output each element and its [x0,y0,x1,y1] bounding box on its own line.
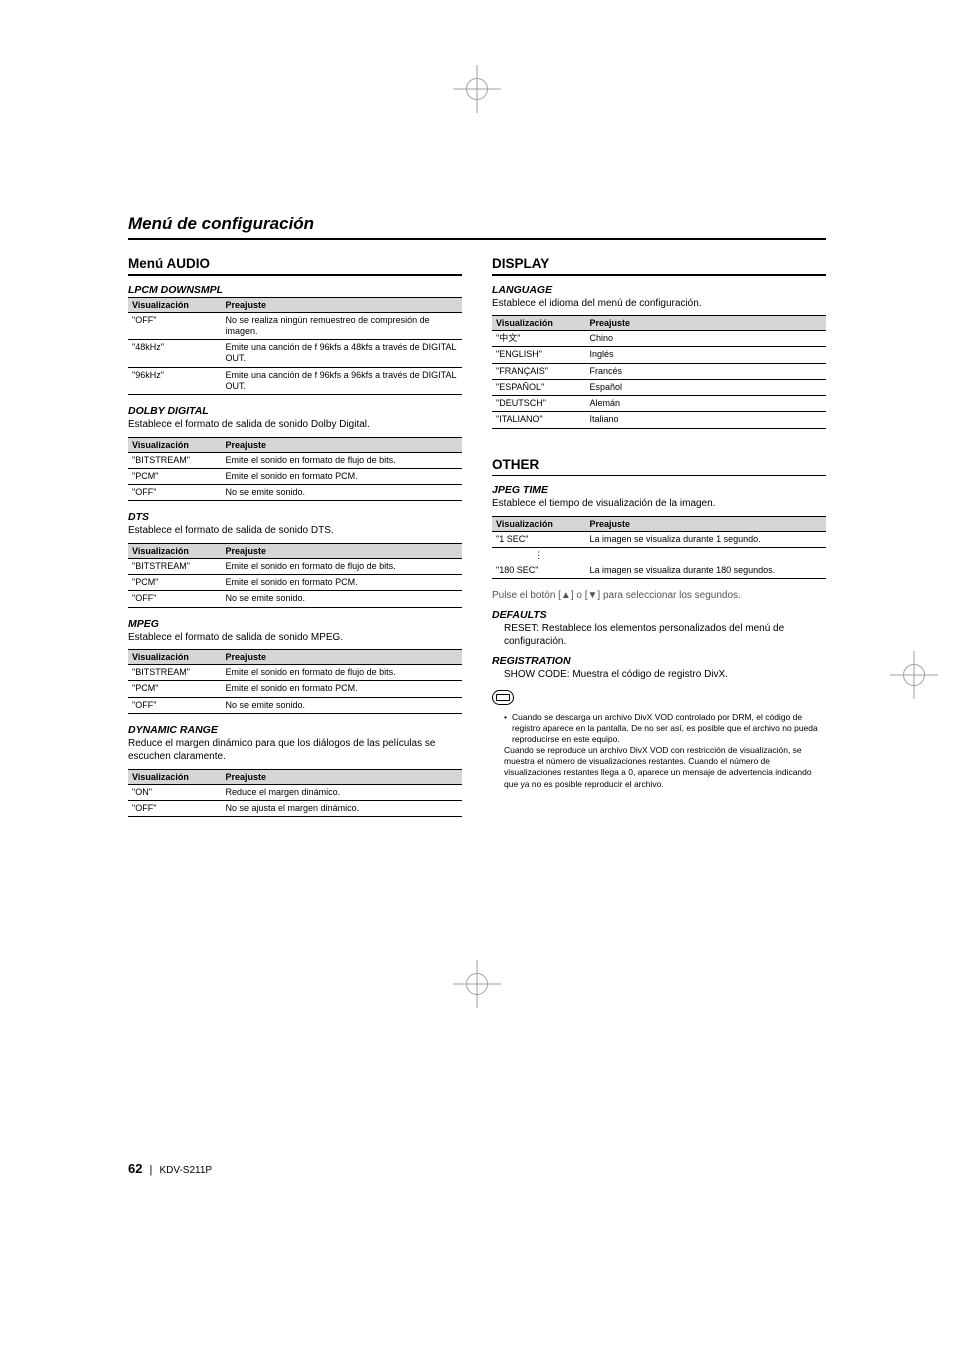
heading-language: LANGUAGE [492,284,826,296]
table-row: "中文"Chino [492,331,826,347]
desc-dts: Establece el formato de salida de sonido… [128,524,462,538]
desc-dolby: Establece el formato de salida de sonido… [128,418,462,432]
registration-mark-middle [453,960,501,1008]
fineprint-2: Cuando se reproduce un archivo DivX VOD … [504,745,826,789]
heading-display: DISPLAY [492,256,826,271]
page-footer: 62 | KDV-S211P [128,1161,212,1176]
table-row: "ENGLISH"Inglés [492,347,826,363]
table-row: "ITALIANO"Italiano [492,412,826,428]
table-row: "DEUTSCH"Alemán [492,396,826,412]
heading-dolby: DOLBY DIGITAL [128,405,462,417]
heading-mpeg: MPEG [128,618,462,630]
desc-defaults: RESET: Restablece los elementos personal… [504,622,826,649]
table-row: "ON"Reduce el margen dinámico. [128,784,462,800]
table-row: "OFF"No se emite sonido. [128,697,462,713]
heading-rule [492,274,826,276]
table-row: "96kHz"Emite una canción de f 96kfs a 96… [128,367,462,395]
note-icon [492,690,514,705]
table-row: "BITSTREAM"Emite el sonido en formato de… [128,665,462,681]
table-row: "PCM"Emite el sonido en formato PCM. [128,575,462,591]
heading-lpcm: LPCM DOWNSMPL [128,284,462,296]
table-dts: VisualizaciónPreajuste "BITSTREAM"Emite … [128,543,462,608]
table-row: "PCM"Emite el sonido en formato PCM. [128,468,462,484]
table-row: "ESPAÑOL"Español [492,379,826,395]
table-dynamic: VisualizaciónPreajuste "ON"Reduce el mar… [128,769,462,818]
table-row: "BITSTREAM"Emite el sonido en formato de… [128,558,462,574]
page-title: Menú de configuración [128,214,826,234]
model-name: KDV-S211P [159,1165,212,1176]
registration-mark-top [453,65,501,113]
heading-dynamic: DYNAMIC RANGE [128,724,462,736]
table-row: "BITSTREAM"Emite el sonido en formato de… [128,452,462,468]
table-row: "1 SEC"La imagen se visualiza durante 1 … [492,531,826,547]
heading-rule [492,475,826,477]
title-rule [128,238,826,240]
table-row: "OFF"No se emite sonido. [128,485,462,501]
table-dolby: VisualizaciónPreajuste "BITSTREAM"Emite … [128,437,462,502]
heading-menu-audio: Menú AUDIO [128,256,462,271]
table-row: "PCM"Emite el sonido en formato PCM. [128,681,462,697]
th-preajuste: Preajuste [222,297,462,312]
table-row: "FRANÇAIS"Francés [492,363,826,379]
table-lpcm: VisualizaciónPreajuste "OFF"No se realiz… [128,297,462,396]
desc-jpeg: Establece el tiempo de visualización de … [492,497,826,511]
page-number: 62 [128,1161,142,1176]
heading-rule [128,274,462,276]
fineprint-block: Cuando se descarga un archivo DivX VOD c… [504,712,826,789]
note-jpeg: Pulse el botón [▲] o [▼] para selecciona… [492,589,826,603]
desc-registration: SHOW CODE: Muestra el código de registro… [504,668,826,682]
fineprint-1: Cuando se descarga un archivo DivX VOD c… [504,712,826,745]
table-row: "OFF"No se realiza ningún remuestreo de … [128,312,462,340]
table-row: "OFF"No se emite sonido. [128,591,462,607]
desc-dynamic: Reduce el margen dinámico para que los d… [128,737,462,764]
desc-language: Establece el idioma del menú de configur… [492,297,826,311]
heading-dts: DTS [128,511,462,523]
left-column: Menú AUDIO LPCM DOWNSMPL VisualizaciónPr… [128,256,462,827]
table-row-dots: ⋮ [492,547,826,563]
table-row: "48kHz"Emite una canción de f 96kfs a 48… [128,340,462,368]
right-column: DISPLAY LANGUAGE Establece el idioma del… [492,256,826,827]
th-visualizacion: Visualización [128,297,222,312]
table-jpeg: VisualizaciónPreajuste "1 SEC"La imagen … [492,516,826,580]
table-row: "OFF"No se ajusta el margen dinámico. [128,801,462,817]
footer-separator: | [150,1164,153,1176]
registration-mark-right [890,651,938,699]
table-mpeg: VisualizaciónPreajuste "BITSTREAM"Emite … [128,649,462,714]
page-content: Menú de configuración Menú AUDIO LPCM DO… [128,214,826,827]
heading-jpeg: JPEG TIME [492,484,826,496]
table-language: VisualizaciónPreajuste "中文"Chino "ENGLIS… [492,315,826,429]
heading-registration: REGISTRATION [492,655,826,667]
desc-mpeg: Establece el formato de salida de sonido… [128,631,462,645]
table-row: "180 SEC"La imagen se visualiza durante … [492,563,826,579]
heading-defaults: DEFAULTS [492,609,826,621]
heading-other: OTHER [492,457,826,472]
